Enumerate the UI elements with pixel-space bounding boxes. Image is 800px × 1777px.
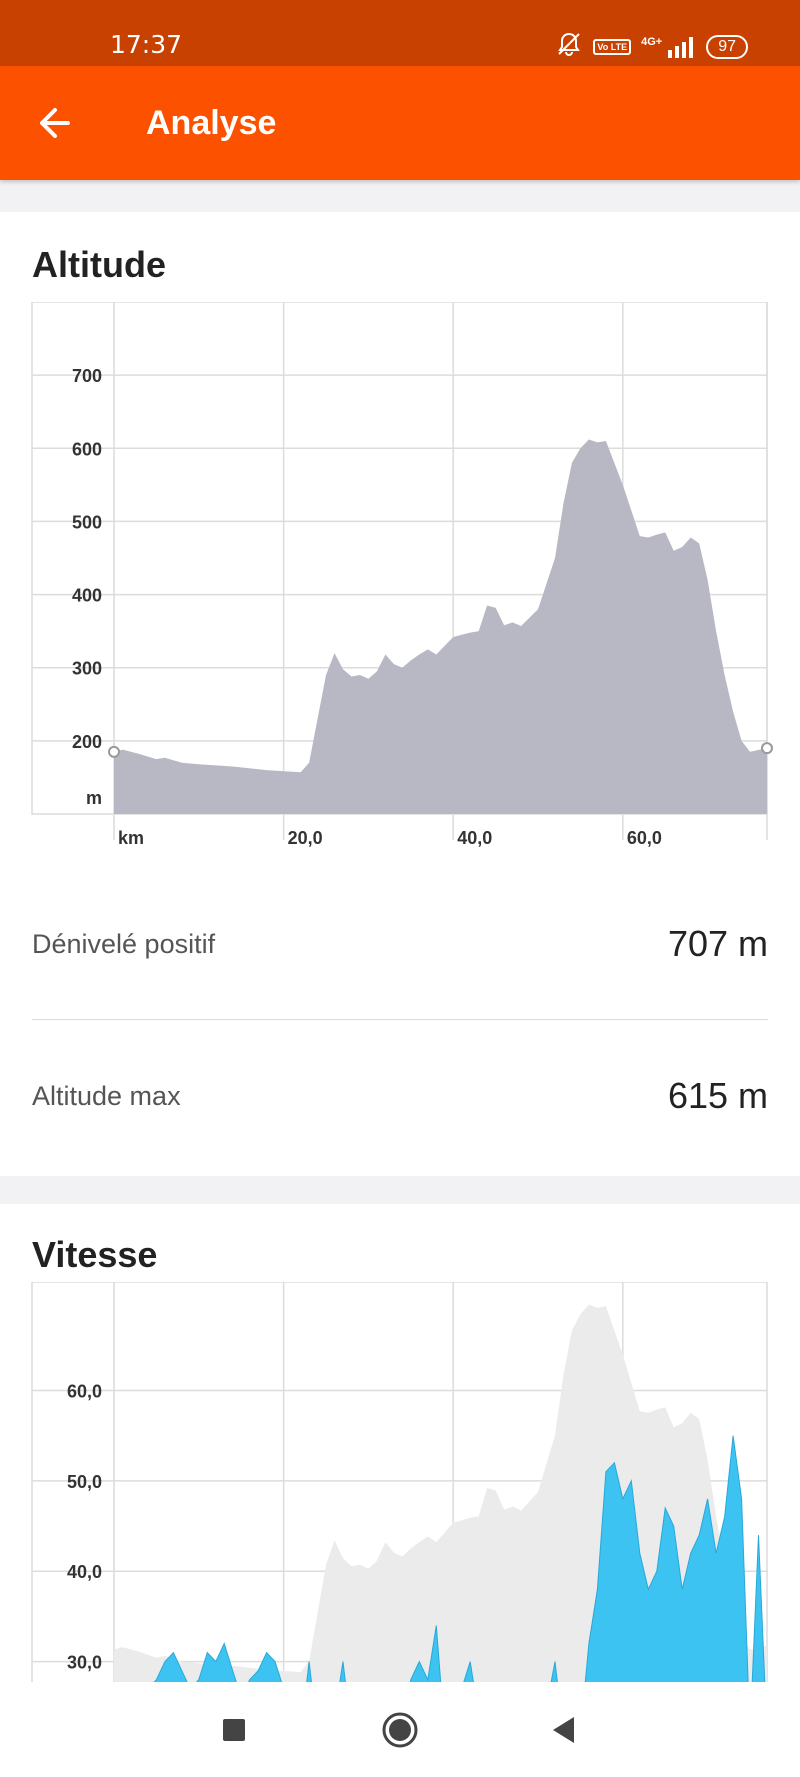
bell-muted-icon [555, 30, 583, 63]
arrow-left-icon [40, 108, 70, 138]
volte-icon: Vo LTE [593, 38, 632, 55]
y-tick-label: 200 [72, 732, 102, 752]
stat-value: 615 m [667, 1075, 768, 1116]
speed-chart: 60,0 50,0 40,0 30,0 [31, 1282, 768, 1682]
x-tick-label: 40,0 [457, 828, 492, 848]
status-icons: Vo LTE 4G+ 97 [555, 30, 748, 63]
y-tick-label: 600 [72, 439, 102, 459]
battery-indicator: 97 [706, 34, 748, 59]
stat-label: Altitude max [32, 1080, 181, 1111]
y-tick-label: 50,0 [67, 1472, 102, 1492]
x-tick-label: 20,0 [288, 828, 323, 848]
signal-icon: 4G+ [641, 36, 696, 58]
speed-card: Vitesse 60,0 50,0 40,0 30,0 [0, 1204, 800, 1682]
y-tick-label: 60,0 [67, 1381, 102, 1401]
y-tick-label: 30,0 [67, 1653, 102, 1673]
x-unit-label: km [118, 828, 144, 848]
back-nav-button[interactable] [536, 1702, 592, 1758]
speed-title: Vitesse [32, 1234, 158, 1275]
recents-button[interactable] [206, 1702, 262, 1758]
speed-area [153, 1435, 766, 1682]
home-button[interactable] [372, 1702, 428, 1758]
y-unit-label: m [86, 788, 102, 808]
y-tick-label: 700 [72, 366, 102, 386]
chart-frame [31, 1282, 768, 1682]
altitude-title: Altitude [32, 244, 166, 285]
x-tick-label: 60,0 [627, 828, 662, 848]
y-tick-label: 300 [72, 659, 102, 679]
square-icon [223, 1719, 245, 1741]
y-tick-label: 40,0 [67, 1562, 102, 1582]
triangle-back-icon [553, 1717, 574, 1743]
navigation-bar [0, 1682, 800, 1777]
end-marker [761, 742, 773, 755]
stat-row-elevation-gain: Dénivelé positif 707 m [32, 904, 768, 984]
altitude-card: Altitude 700 600 500 400 300 200 m km 20,0 40,0 60… [0, 212, 800, 1176]
altitude-chart: 700 600 500 400 300 200 mkm 20,0 40,0 60,0 [31, 302, 773, 848]
stat-label: Dénivelé positif [32, 928, 216, 959]
y-tick-label: 400 [72, 586, 102, 606]
stat-value: 707 m [667, 923, 768, 964]
stat-row-altitude-max: Altitude max 615 m [32, 1056, 768, 1136]
network-type-label: 4G+ [641, 35, 663, 48]
back-button[interactable] [28, 96, 82, 150]
divider [32, 1019, 768, 1020]
circle-icon [382, 1712, 418, 1748]
start-marker [108, 745, 120, 758]
status-bar: 17:37 Vo LTE 4G+ 97 [0, 0, 800, 66]
app-bar: Analyse [0, 66, 800, 180]
status-time: 17:37 [110, 30, 183, 59]
altitude-area [114, 439, 767, 814]
page-title: Analyse [146, 104, 277, 142]
y-tick-label: 500 [72, 512, 102, 532]
